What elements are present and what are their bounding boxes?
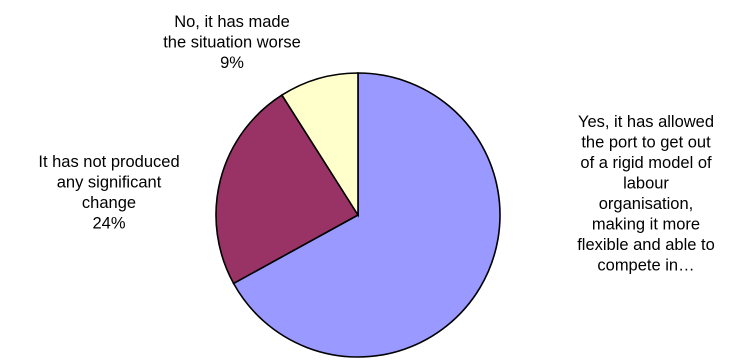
slice-label-line: of a rigid model of	[580, 154, 712, 172]
slice-percent-label: 9%	[220, 54, 244, 72]
label-yes-more-flexible: Yes, it has allowed the port to get out of…	[577, 113, 715, 275]
label-no-significant-change: It has not produced any significant change…	[38, 153, 179, 233]
slice-label-line: organisation,	[599, 195, 693, 213]
slice-made-worse	[280, 72, 359, 218]
slice-label-line: flexible and able to	[577, 236, 715, 254]
label-made-worse: No, it has made the situation worse 9%	[163, 13, 301, 72]
slice-label-line: compete in…	[597, 257, 694, 275]
pie-slices	[215, 72, 501, 358]
slice-yes-more-flexible	[232, 72, 501, 358]
slice-label-line: change	[82, 194, 136, 212]
slice-label-line: the situation worse	[163, 34, 301, 52]
slice-label-line: the port to get out	[581, 134, 711, 152]
slice-label-line: It has not produced	[38, 153, 179, 171]
slice-label-line: labour	[623, 175, 669, 193]
slice-label-line: making it more	[592, 216, 700, 234]
slice-percent-label: 24%	[92, 215, 125, 233]
slice-label-line: any significant	[57, 174, 162, 192]
slice-label-line: No, it has made	[174, 13, 290, 31]
pie-labels: Yes, it has allowed the port to get out of…	[38, 13, 714, 275]
slice-label-line: Yes, it has allowed	[578, 113, 714, 131]
slice-no-significant-change	[215, 94, 360, 285]
